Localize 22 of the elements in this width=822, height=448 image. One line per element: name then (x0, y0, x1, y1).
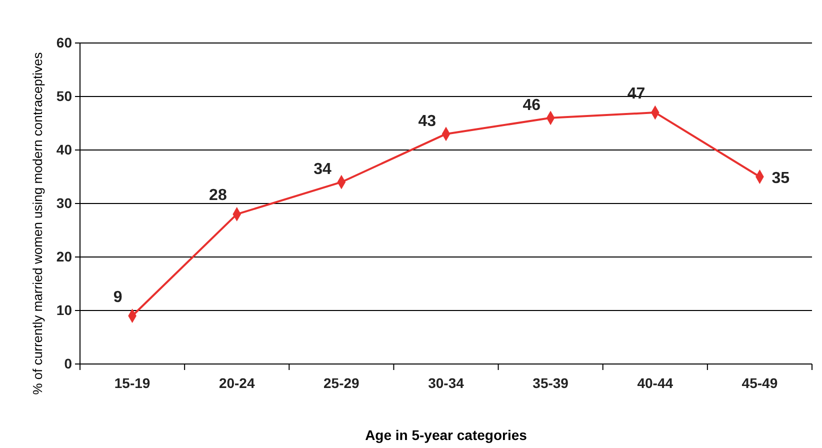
x-tick-label: 45-49 (742, 374, 778, 391)
y-tick-label: 0 (64, 355, 72, 372)
x-tick-label: 30-34 (428, 374, 464, 391)
data-label: 9 (113, 288, 122, 306)
data-label: 28 (209, 187, 227, 204)
x-axis-title: Age in 5-year categories (365, 427, 528, 443)
data-label: 46 (522, 96, 541, 114)
x-tick-label: 20-24 (218, 374, 255, 391)
x-tick-label: 40-44 (637, 374, 674, 391)
data-label: 35 (772, 170, 790, 187)
x-tick-label: 15-19 (114, 374, 150, 391)
x-tick-label: 25-29 (324, 374, 360, 391)
y-tick-label: 40 (56, 141, 72, 158)
y-tick-label: 50 (56, 88, 72, 104)
data-label: 43 (418, 112, 436, 130)
x-tick-label: 35-39 (532, 374, 569, 391)
y-tick-label: 60 (56, 34, 72, 50)
y-axis-title: % of currently married women using modern contraceptives (30, 52, 45, 395)
y-tick-label: 20 (56, 248, 72, 264)
data-label: 34 (314, 161, 332, 178)
y-tick-label: 30 (56, 194, 72, 211)
y-tick-label: 10 (56, 302, 72, 318)
